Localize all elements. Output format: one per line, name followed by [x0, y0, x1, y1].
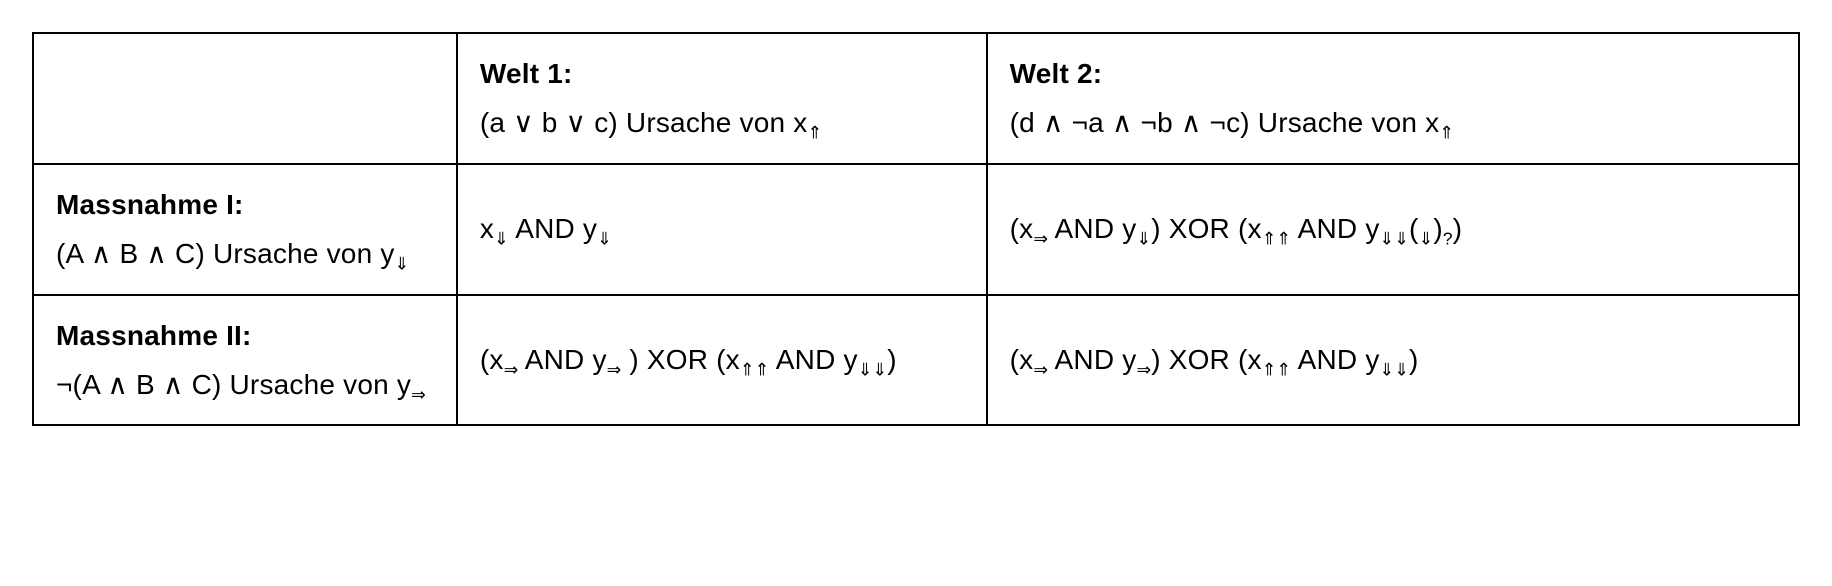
table-row: Massnahme I: (A ∧ B ∧ C) Ursache von y⇓ …	[33, 164, 1799, 295]
col-header-title: Welt 1:	[480, 52, 964, 95]
table-header-row: Welt 1: (a ∨ b ∨ c) Ursache von x⇑ Welt …	[33, 33, 1799, 164]
corner-cell	[33, 33, 457, 164]
table-row: Massnahme II: ¬(A ∧ B ∧ C) Ursache von y…	[33, 295, 1799, 426]
row-header-massnahme-2: Massnahme II: ¬(A ∧ B ∧ C) Ursache von y…	[33, 295, 457, 426]
cell-m1-w2: (x⇒ AND y⇓) XOR (x⇑⇑ AND y⇓⇓(⇓)?)	[987, 164, 1799, 295]
cell-m2-w1: (x⇒ AND y⇒ ) XOR (x⇑⇑ AND y⇓⇓)	[457, 295, 987, 426]
col-header-welt2: Welt 2: (d ∧ ¬a ∧ ¬b ∧ ¬c) Ursache von x…	[987, 33, 1799, 164]
row-header-sub: ¬(A ∧ B ∧ C) Ursache von y⇒	[56, 363, 434, 406]
row-header-title: Massnahme I:	[56, 183, 434, 226]
cell-m2-w2: (x⇒ AND y⇒) XOR (x⇑⇑ AND y⇓⇓)	[987, 295, 1799, 426]
col-header-title: Welt 2:	[1010, 52, 1776, 95]
row-header-title: Massnahme II:	[56, 314, 434, 357]
col-header-welt1: Welt 1: (a ∨ b ∨ c) Ursache von x⇑	[457, 33, 987, 164]
row-header-massnahme-1: Massnahme I: (A ∧ B ∧ C) Ursache von y⇓	[33, 164, 457, 295]
col-header-sub: (a ∨ b ∨ c) Ursache von x⇑	[480, 101, 964, 144]
row-header-sub: (A ∧ B ∧ C) Ursache von y⇓	[56, 232, 434, 275]
cell-m1-w1: x⇓ AND y⇓	[457, 164, 987, 295]
logic-table: Welt 1: (a ∨ b ∨ c) Ursache von x⇑ Welt …	[32, 32, 1800, 426]
col-header-sub: (d ∧ ¬a ∧ ¬b ∧ ¬c) Ursache von x⇑	[1010, 101, 1776, 144]
